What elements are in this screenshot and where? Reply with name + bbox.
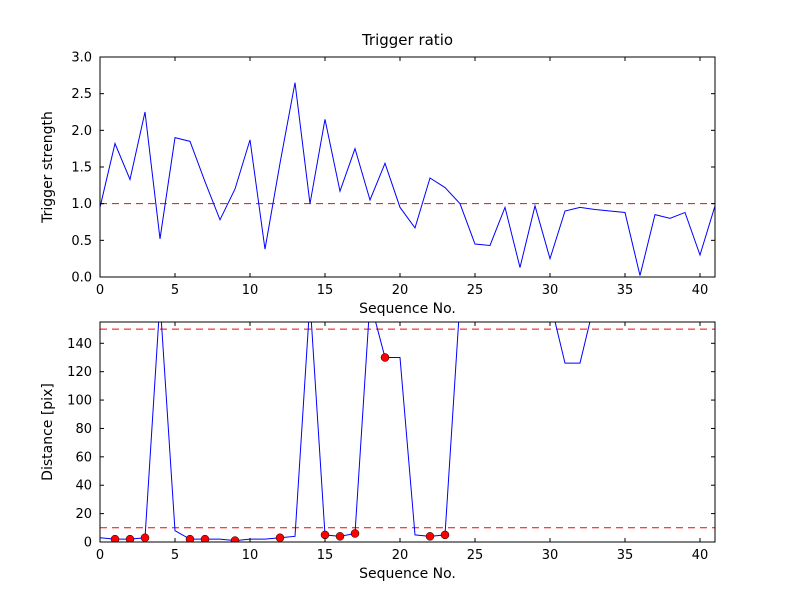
trigger-marker (275, 533, 285, 542)
trigger-marker (350, 529, 360, 538)
y-tick-label: 0 (84, 536, 92, 551)
x-tick-label: 15 (317, 548, 334, 563)
y-tick-label: 80 (75, 422, 92, 437)
x-tick-label: 30 (542, 548, 559, 563)
x-tick-label: 20 (392, 548, 409, 563)
axes-frame (99, 321, 716, 543)
y-tick-label: 3.0 (71, 51, 92, 66)
distance-line (100, 322, 591, 542)
trigger-marker (230, 536, 240, 542)
y-tick-label: 40 (75, 479, 92, 494)
y-tick-label: 1.0 (71, 197, 92, 212)
x-tick-label: 5 (171, 283, 179, 298)
x-tick-label: 40 (692, 283, 709, 298)
y-axis-label: Trigger strength (40, 111, 56, 224)
x-tick-label: 40 (692, 548, 709, 563)
x-tick-label: 5 (171, 548, 179, 563)
x-tick-label: 20 (392, 283, 409, 298)
trigger-marker (320, 530, 330, 540)
y-tick-label: 1.5 (71, 161, 92, 176)
x-tick-label: 0 (96, 283, 104, 298)
y-axis-label: Distance [pix] (40, 383, 56, 481)
x-tick-label: 15 (317, 283, 334, 298)
x-tick-label: 10 (242, 548, 259, 563)
y-tick-label: 0.0 (71, 271, 92, 286)
x-tick-label: 30 (542, 283, 559, 298)
trigger-marker (185, 534, 195, 542)
trigger-marker (425, 532, 435, 541)
plot-distance: 0 5 10 15 20 25 30 35 40 0 20 40 60 80 100 120 140 Sequen… (40, 321, 716, 582)
x-tick-label: 25 (467, 283, 484, 298)
y-tick-label: 0.5 (71, 234, 92, 249)
y-tick-label: 60 (75, 450, 92, 465)
trigger-marker (380, 353, 390, 362)
y-tick-label: 140 (67, 337, 92, 352)
y-tick-label: 120 (67, 365, 92, 380)
trigger-marker (140, 533, 150, 542)
y-tick-label: 2.0 (71, 124, 92, 139)
axes-frame (99, 56, 716, 278)
x-tick-label: 10 (242, 283, 259, 298)
x-tick-label: 35 (617, 548, 634, 563)
y-tick-label: 100 (67, 394, 92, 409)
x-axis-label: Sequence No. (359, 566, 456, 582)
y-tick-label: 2.5 (71, 87, 92, 102)
x-tick-label: 0 (96, 548, 104, 563)
y-tick-label: 20 (75, 507, 92, 522)
trigger-marker (440, 530, 450, 540)
x-tick-label: 35 (617, 283, 634, 298)
chart-title: Trigger ratio (361, 31, 453, 49)
x-axis-label: Sequence No. (359, 301, 456, 317)
x-tick-label: 25 (467, 548, 484, 563)
trigger-marker (335, 532, 345, 541)
trigger-marker (110, 534, 120, 542)
trigger-strength-line (100, 82, 715, 276)
plot-trigger-ratio: 0 5 10 15 20 25 30 35 40 0.0 0.5 1.0 1.5 2.0 2.5 3.0 Tri… (40, 31, 716, 317)
trigger-marker (125, 534, 135, 542)
trigger-marker (200, 534, 210, 542)
